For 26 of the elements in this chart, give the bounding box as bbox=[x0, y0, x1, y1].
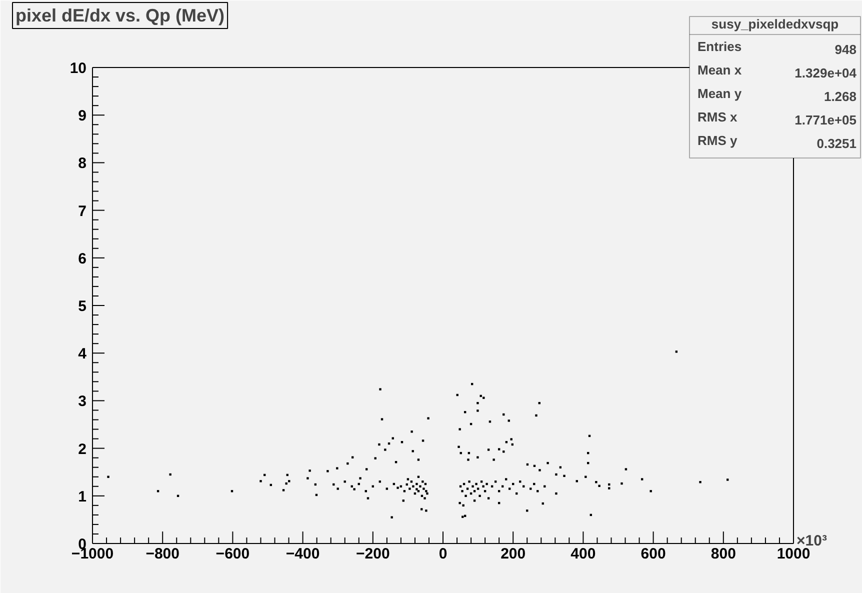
chart-title: pixel dE/dx vs. Qp (MeV) bbox=[16, 6, 225, 26]
text: Entries 948 bbox=[698, 39, 857, 57]
y-tick-label: 6 bbox=[78, 250, 86, 268]
y-tick-label: 3 bbox=[78, 393, 86, 410]
x-tick-label: −200 bbox=[356, 546, 390, 562]
text: susy_pixeldedxvsqp bbox=[711, 16, 839, 32]
x-tick-label: 0 bbox=[438, 546, 448, 562]
x-tick-label: 200 bbox=[500, 546, 526, 562]
text: Mean x 1.329e+04 bbox=[698, 62, 857, 80]
y-tick-label: 1 bbox=[78, 488, 86, 506]
x-tick-label: −800 bbox=[146, 546, 180, 562]
y-tick-label: 5 bbox=[78, 298, 86, 315]
y-tick-label: 8 bbox=[78, 155, 86, 172]
x-tick-label: 400 bbox=[570, 546, 596, 562]
y-tick-label: 10 bbox=[70, 60, 87, 77]
y-tick-label: 9 bbox=[78, 108, 86, 125]
text: RMS x 1.771e+05 bbox=[698, 110, 857, 128]
x-tick-label: −600 bbox=[216, 546, 250, 562]
y-tick-label: 2 bbox=[78, 440, 86, 458]
y-tick-label: 7 bbox=[78, 202, 86, 220]
x-tick-label: −400 bbox=[286, 546, 320, 562]
y-tick-label: 4 bbox=[78, 346, 88, 363]
x-tick-label: 600 bbox=[640, 546, 666, 562]
text: RMS y 0.3251 bbox=[698, 133, 857, 151]
text: Mean y 1.268 bbox=[698, 86, 857, 104]
x-tick-label: 800 bbox=[710, 546, 736, 562]
